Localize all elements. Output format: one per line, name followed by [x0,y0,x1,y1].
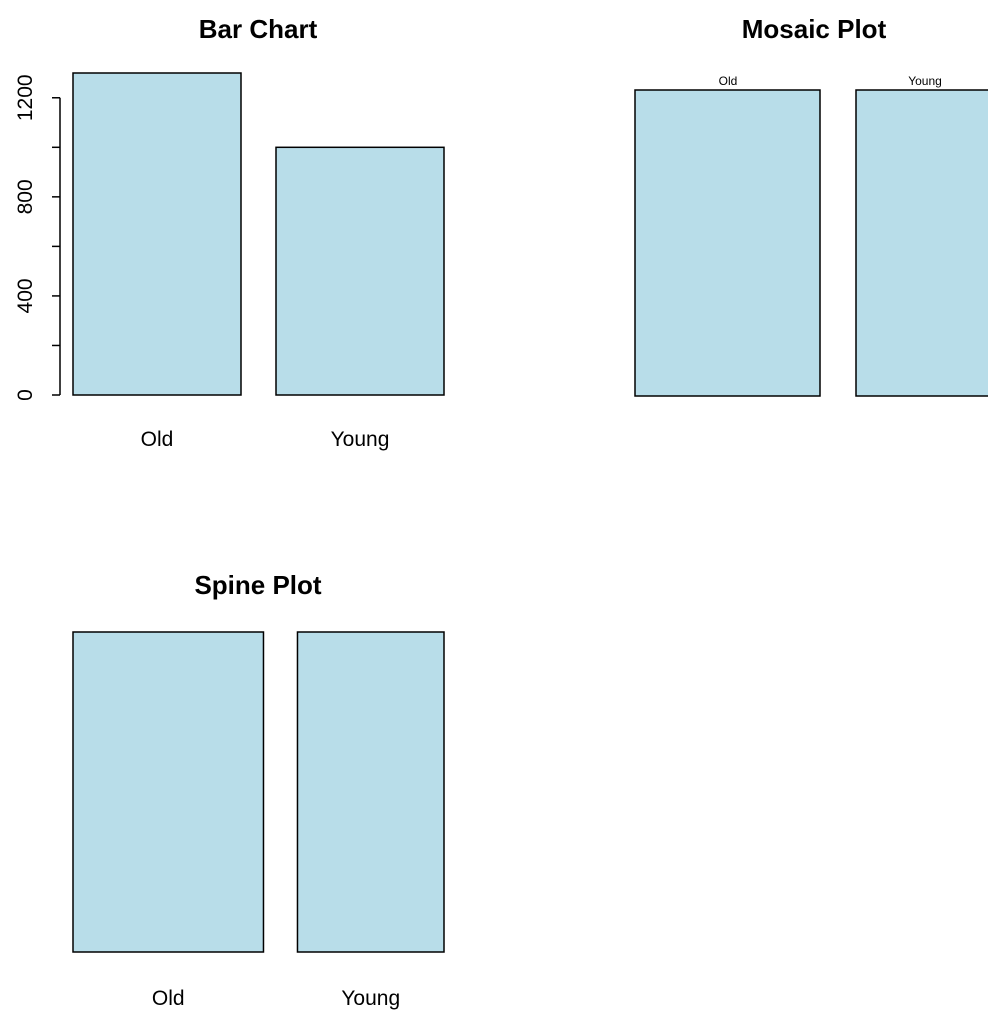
bar-chart-y-tick-label: 1200 [14,74,37,121]
mosaic-label: Old [719,74,738,88]
bar-chart-y-tick-label: 400 [14,278,37,313]
mosaic-tile-old [634,89,821,397]
bar-chart-panel: Old Young 0 400 800 1200 [14,72,445,451]
spine-plot-title: Spine Plot [194,570,321,600]
spine-plot-x-tick-label: Young [341,987,400,1010]
mosaic-plot-panel: Old Young [634,74,988,397]
mosaic-tile-young [855,89,988,397]
spine-bar-old [72,631,265,953]
bar-chart-x-tick-label: Old [141,428,174,451]
bar-chart-y-tick-label: 0 [14,389,37,401]
spine-plot-x-tick-label: Old [152,987,185,1010]
bar-old [72,72,242,396]
bar-chart-x-tick-label: Young [331,428,390,451]
bar-chart-y-ticks: 0 400 800 1200 [14,74,60,401]
spine-plot-panel: Old Young [72,631,445,1010]
bar-chart-title: Bar Chart [199,14,318,44]
mosaic-label: Young [908,74,942,88]
mosaic-plot-title: Mosaic Plot [742,14,887,44]
spine-bar-young [296,631,445,953]
bar-chart-y-tick-label: 800 [14,179,37,214]
bar-young [275,146,445,396]
